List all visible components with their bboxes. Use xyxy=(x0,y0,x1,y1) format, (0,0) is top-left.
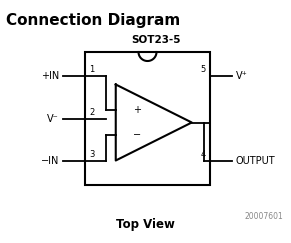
Text: V⁺: V⁺ xyxy=(236,71,248,81)
Bar xyxy=(85,52,210,185)
Text: 5: 5 xyxy=(201,65,206,74)
Text: 2: 2 xyxy=(89,107,94,116)
Text: SOT23-5: SOT23-5 xyxy=(131,35,180,45)
Text: 20007601: 20007601 xyxy=(244,212,283,221)
Text: OUTPUT: OUTPUT xyxy=(236,156,276,166)
Text: +: + xyxy=(133,105,141,115)
Text: +IN: +IN xyxy=(41,71,59,81)
Text: Top View: Top View xyxy=(116,218,175,231)
Text: V⁻: V⁻ xyxy=(47,113,59,123)
Text: Connection Diagram: Connection Diagram xyxy=(6,13,180,28)
Text: −: − xyxy=(133,130,141,140)
Text: 3: 3 xyxy=(89,150,94,159)
Text: 4: 4 xyxy=(201,150,206,159)
Text: 1: 1 xyxy=(89,65,94,74)
Text: −IN: −IN xyxy=(41,156,59,166)
